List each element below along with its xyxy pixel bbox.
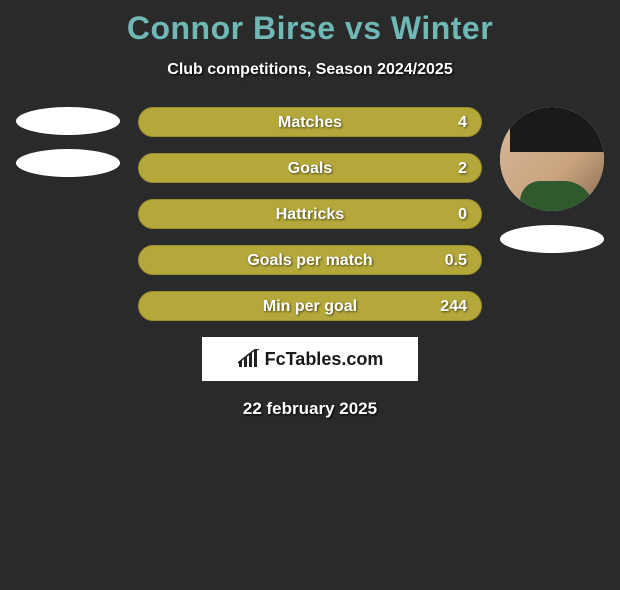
watermark: FcTables.com <box>202 337 418 381</box>
stat-bar-matches: Matches 4 <box>138 107 482 137</box>
stat-label: Hattricks <box>139 200 481 229</box>
comparison-content: Matches 4 Goals 2 Hattricks 0 Goals per … <box>0 107 620 419</box>
page-title: Connor Birse vs Winter <box>0 10 620 47</box>
stat-bar-min-per-goal: Min per goal 244 <box>138 291 482 321</box>
stat-value: 0 <box>458 200 467 229</box>
stat-value: 4 <box>458 108 467 137</box>
right-player-column <box>492 107 612 253</box>
stat-label: Goals <box>139 154 481 183</box>
stat-value: 0.5 <box>445 246 467 275</box>
right-team-badge <box>500 225 604 253</box>
date-text: 22 february 2025 <box>0 399 620 419</box>
stat-bar-goals: Goals 2 <box>138 153 482 183</box>
stat-label: Matches <box>139 108 481 137</box>
watermark-text: FcTables.com <box>265 349 384 370</box>
right-player-avatar <box>500 107 604 211</box>
stat-label: Min per goal <box>139 292 481 321</box>
stat-bars: Matches 4 Goals 2 Hattricks 0 Goals per … <box>138 107 482 321</box>
stat-value: 2 <box>458 154 467 183</box>
avatar-face-icon <box>500 107 604 211</box>
left-player-column <box>8 107 128 177</box>
stat-value: 244 <box>440 292 467 321</box>
left-team-badge <box>16 149 120 177</box>
stat-bar-hattricks: Hattricks 0 <box>138 199 482 229</box>
bar-chart-icon <box>237 349 261 369</box>
left-avatar-placeholder <box>16 107 120 135</box>
subtitle: Club competitions, Season 2024/2025 <box>0 61 620 79</box>
stat-label: Goals per match <box>139 246 481 275</box>
stat-bar-goals-per-match: Goals per match 0.5 <box>138 245 482 275</box>
